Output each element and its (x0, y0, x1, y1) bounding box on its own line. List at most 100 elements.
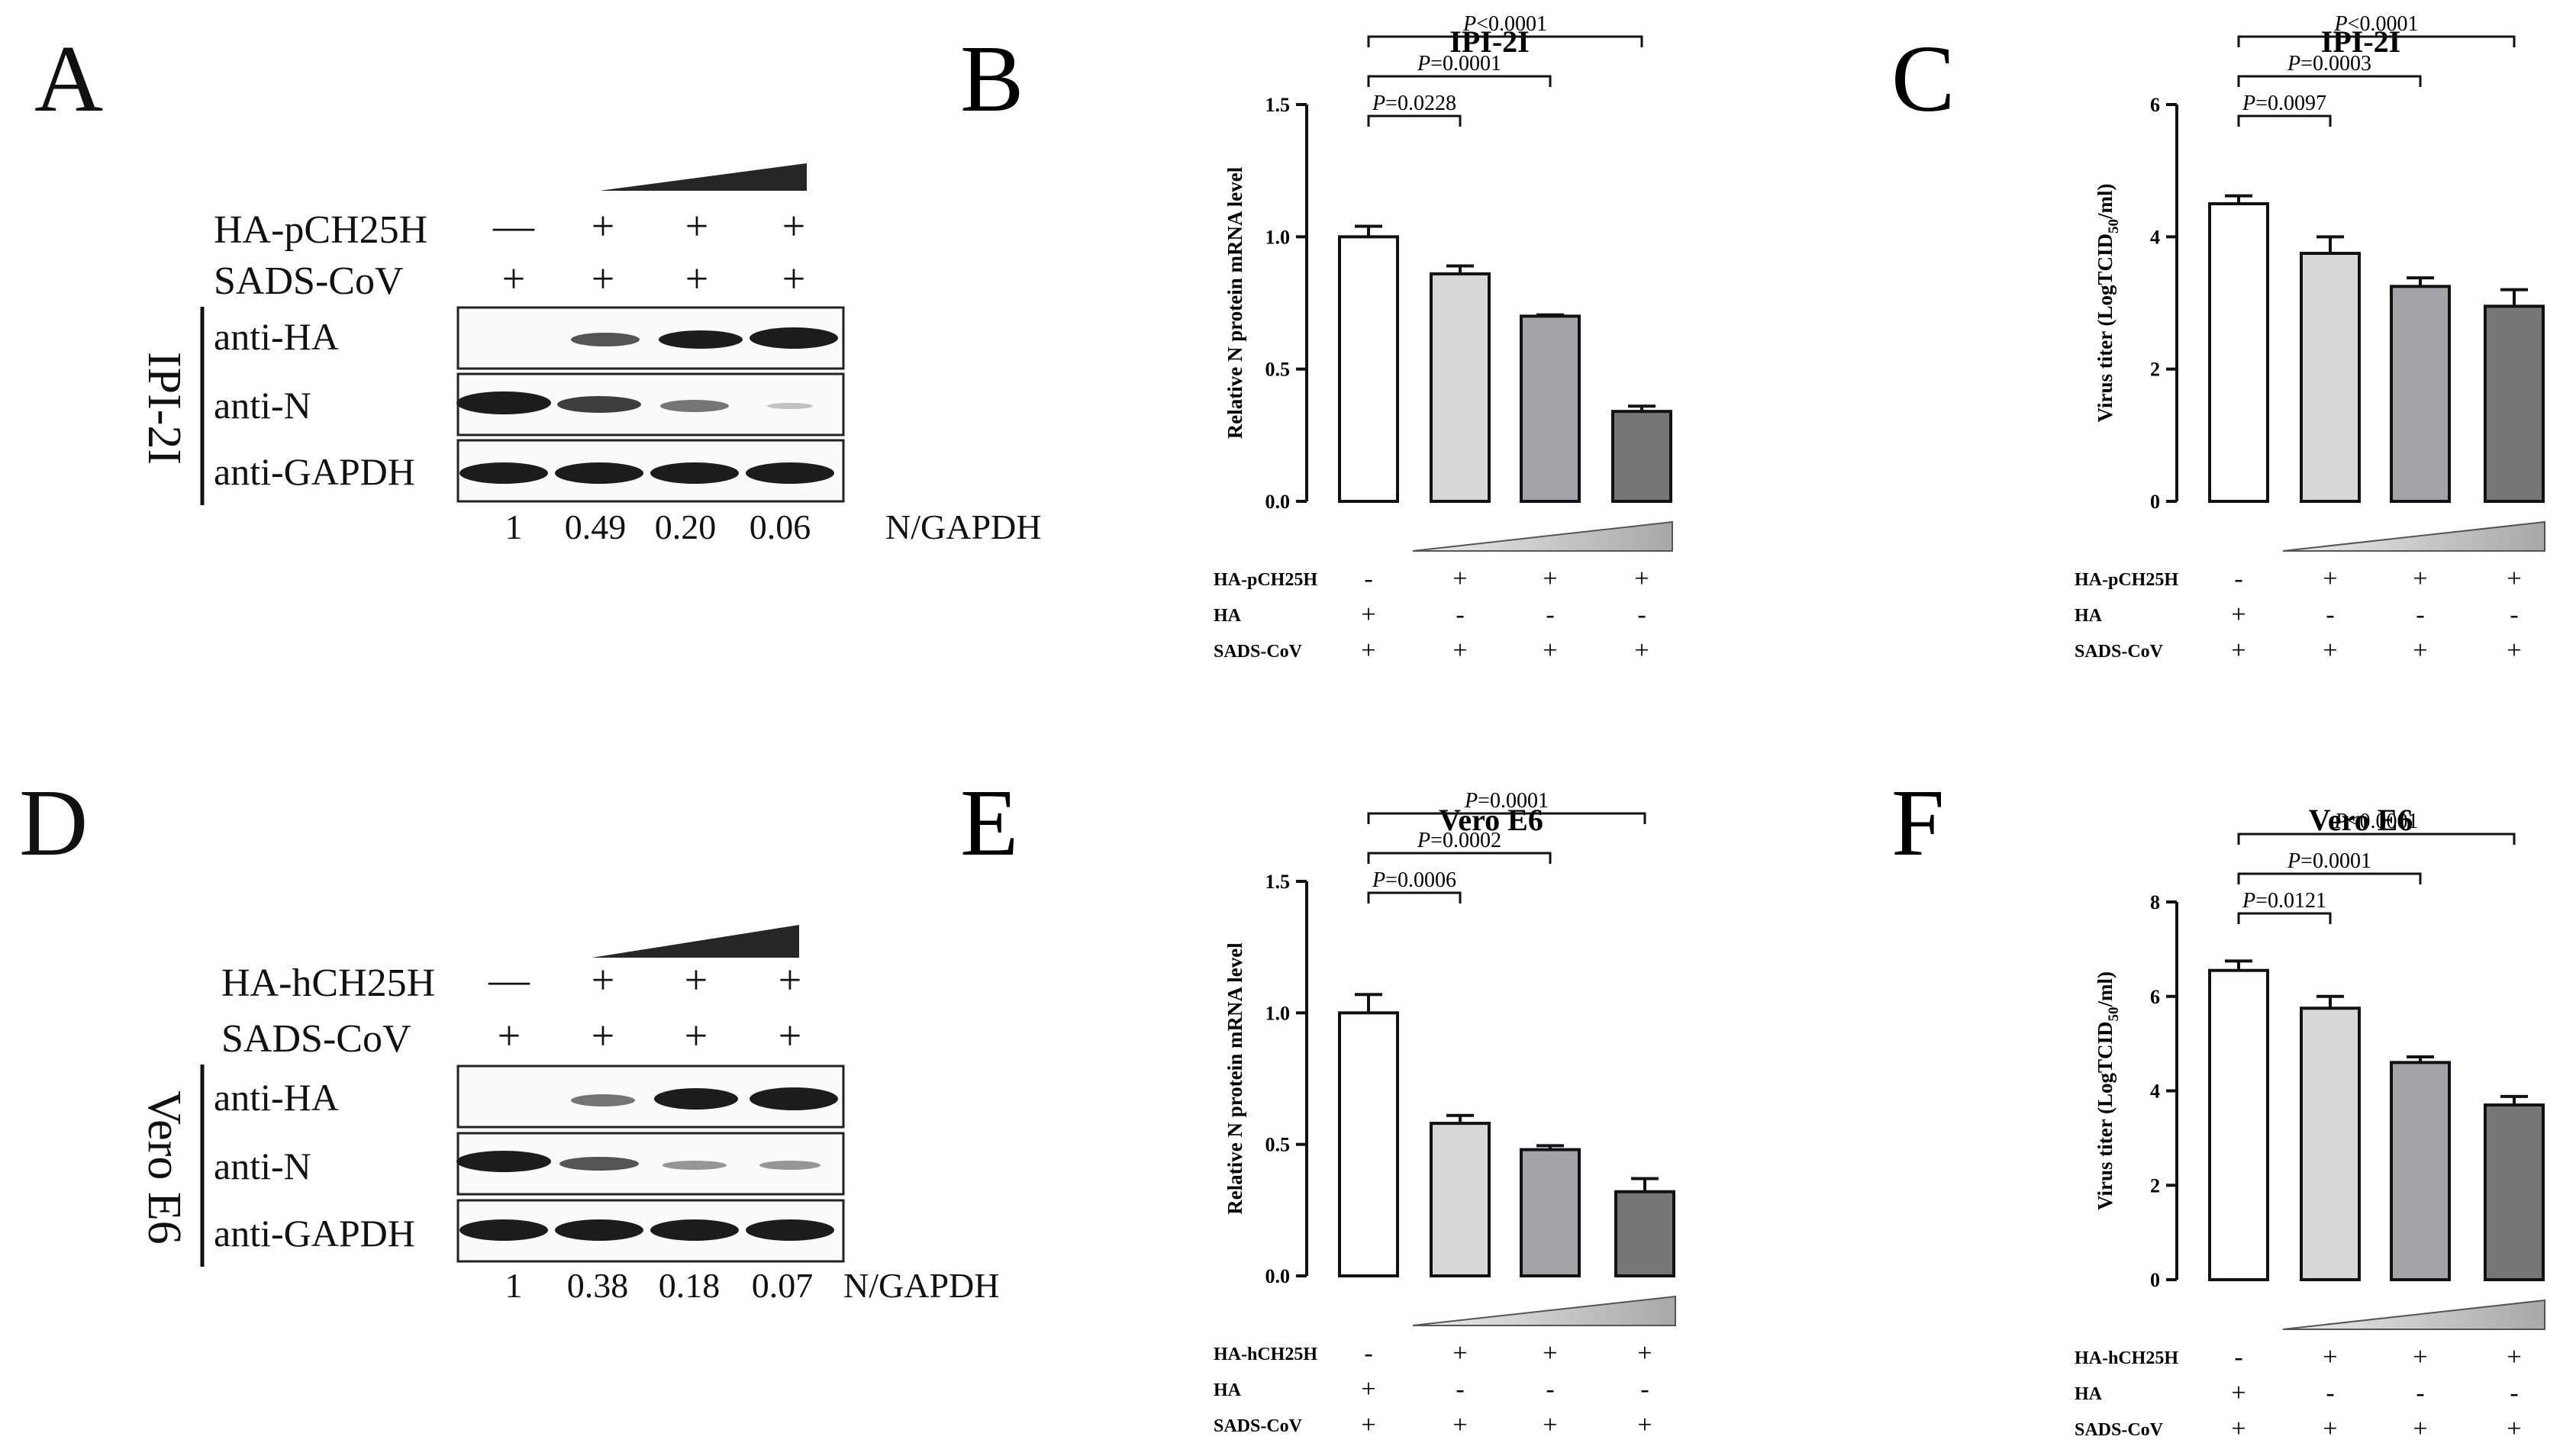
band (559, 1157, 639, 1171)
band (659, 330, 743, 349)
condition-sign: + (2413, 1343, 2427, 1371)
p-value: =0.0006 (1385, 868, 1456, 892)
condition-sign: + (2323, 1415, 2337, 1443)
significance-bracket (2237, 35, 2516, 47)
blot-label: anti-HA (214, 1076, 339, 1119)
dose-wedge (1412, 1295, 1676, 1326)
bar (1520, 1148, 1581, 1278)
condition-sign: + (2231, 1415, 2246, 1443)
bar (2390, 285, 2451, 503)
virus-label-d: SADS-CoV (221, 1017, 411, 1061)
condition-sign: + (2507, 1343, 2521, 1371)
virus-label-a: SADS-CoV (214, 259, 404, 303)
band (750, 327, 838, 349)
virus-sign: + (782, 256, 805, 301)
panel-d: D HA-hCH25H SADS-CoV — + + + + + + + Ver… (19, 771, 999, 1305)
y-axis-label: Relative N protein mRNA level (1224, 942, 1246, 1215)
bar (1430, 272, 1491, 503)
band (767, 403, 813, 409)
y-tick-label: 0 (2150, 1269, 2160, 1291)
band (650, 462, 739, 484)
virus-sign: + (592, 1013, 614, 1058)
bar (2300, 1007, 2361, 1281)
p-value-label: P=0.0228 (1372, 92, 1456, 115)
bar (2484, 1103, 2545, 1281)
significance-bracket (2237, 75, 2422, 87)
condition-sign: - (1546, 1375, 1554, 1403)
condition-sign: + (2231, 601, 2246, 629)
bar (1430, 1122, 1491, 1278)
y-axis-label-main: Virus titer (LogTCID (2094, 1022, 2117, 1210)
y-axis-label-end: /ml) (2094, 184, 2117, 221)
blot-label: anti-N (214, 384, 311, 427)
virus-sign: + (498, 1013, 521, 1058)
condition-sign: + (1361, 1375, 1375, 1403)
y-tick-label: 2 (2150, 359, 2160, 381)
chart-title: IPI-2I (2321, 24, 2400, 59)
treatment-sign: — (492, 203, 535, 249)
p-value-label: P=0.0121 (2242, 889, 2326, 913)
quant-value: 1 (505, 507, 523, 546)
quant-row-d: 1 0.38 0.18 0.07 N/GAPDH (505, 1266, 1000, 1305)
y-tick-label: 1.5 (1265, 871, 1291, 893)
p-symbol: P (1417, 52, 1430, 76)
condition-sign: + (2231, 1379, 2246, 1407)
treatment-label-a: HA-pCH25H (214, 208, 427, 252)
p-symbol: P (2287, 849, 2300, 873)
condition-sign: - (2326, 1379, 2334, 1407)
p-value: =0.0001 (1430, 52, 1501, 76)
cell-line-label-a: IPI-2I (138, 352, 190, 465)
condition-sign: + (1452, 565, 1467, 593)
p-value-label: P=0.0006 (1372, 868, 1456, 892)
condition-row-label: HA-pCH25H (1214, 570, 1317, 590)
cell-line-label-d: Vero E6 (138, 1090, 190, 1244)
blot-label: anti-N (214, 1145, 311, 1187)
significance-bracket (1367, 812, 1646, 824)
p-symbol: P (2334, 12, 2348, 36)
condition-sign: + (2413, 565, 2427, 593)
condition-sign: - (2234, 1343, 2242, 1371)
condition-sign: + (1634, 636, 1649, 665)
bar (1338, 1011, 1399, 1278)
condition-row-label: SADS-CoV (2075, 1420, 2164, 1440)
p-symbol: P (1372, 868, 1385, 892)
band (555, 1219, 643, 1241)
condition-sign: + (2231, 636, 2246, 665)
p-symbol: P (2287, 52, 2300, 76)
chart-e: Vero E6 0.0 0.5 1.0 1.5 Relative N protein mR… (1214, 789, 1676, 1439)
y-tick-label: 4 (2150, 1081, 2160, 1103)
condition-sign: + (1452, 1339, 1467, 1367)
condition-row-label: SADS-CoV (2075, 642, 2164, 662)
significance-bracket (1367, 891, 1462, 903)
band (650, 1219, 739, 1241)
condition-sign: + (1543, 1411, 1557, 1439)
band (746, 1219, 834, 1241)
quant-value: 0.20 (655, 507, 717, 546)
quant-label: N/GAPDH (885, 507, 1041, 546)
treatment-sign: + (592, 957, 614, 1003)
p-symbol: P (2334, 810, 2348, 833)
bar (1338, 235, 1399, 503)
y-tick-label: 8 (2150, 891, 2160, 913)
quant-value: 0.49 (565, 507, 627, 546)
bar (1520, 314, 1581, 504)
band (759, 1161, 821, 1170)
band (571, 1094, 635, 1106)
condition-sign: + (1637, 1339, 1652, 1367)
condition-row-label: SADS-CoV (1214, 1416, 1303, 1436)
condition-sign: - (1364, 565, 1372, 593)
treatment-signs-a: — + + + (492, 203, 805, 249)
virus-sign: + (685, 256, 708, 301)
panel-letter-c: C (1891, 27, 1955, 132)
chart-title: Vero E6 (2309, 803, 2413, 837)
condition-row-label: HA-pCH25H (2075, 570, 2178, 590)
condition-sign: + (2323, 1343, 2337, 1371)
condition-sign: - (1637, 601, 1646, 629)
p-value-label: P<0.0001 (2334, 12, 2419, 36)
significance-bracket (1367, 852, 1552, 864)
p-value-label: P<0.0001 (2334, 810, 2419, 833)
quant-value: 0.07 (752, 1266, 814, 1305)
y-axis-label-sub: 50 (2106, 1007, 2122, 1022)
condition-row-label: HA (2075, 1384, 2103, 1404)
p-value: <0.0001 (2348, 810, 2419, 833)
